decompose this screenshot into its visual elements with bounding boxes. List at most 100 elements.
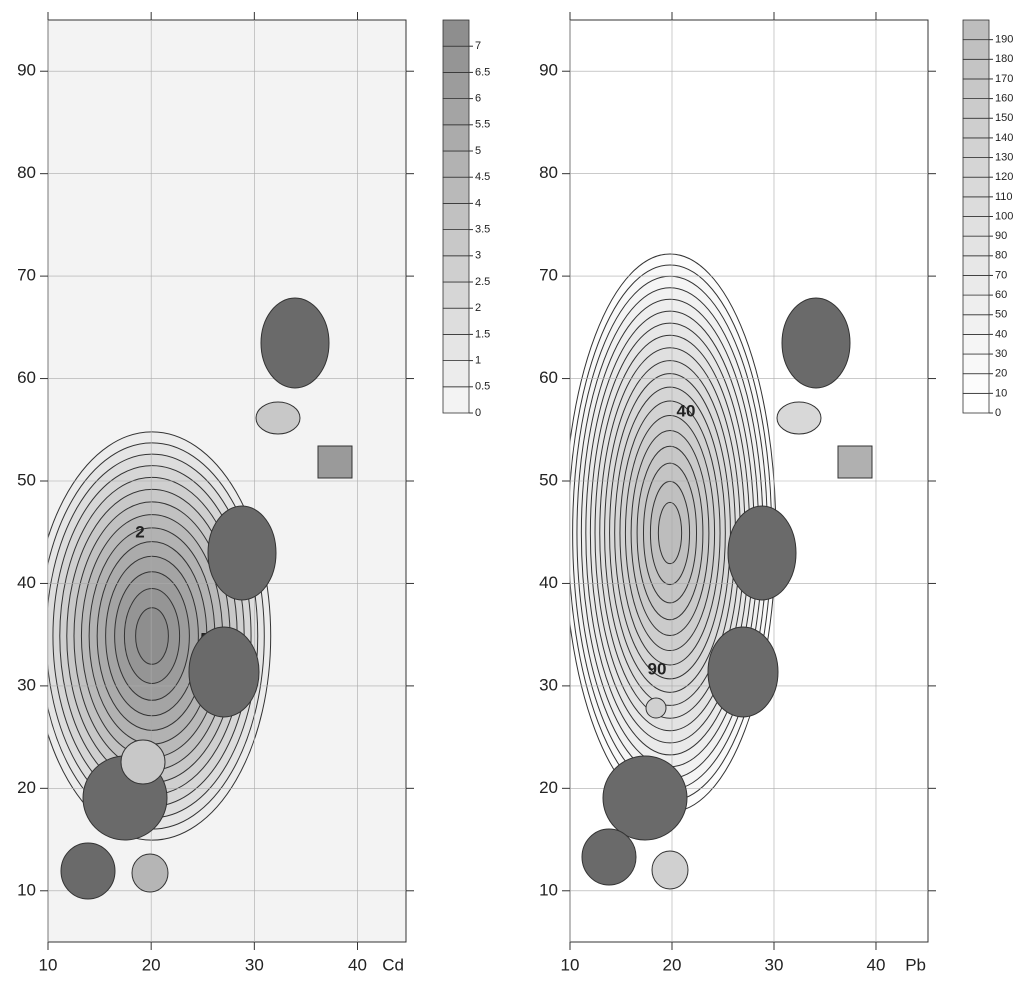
site xyxy=(188,626,260,718)
colorbar-label: 110 xyxy=(995,191,1013,203)
contour-line xyxy=(135,607,169,665)
sites xyxy=(60,297,873,900)
colorbar-box xyxy=(442,202,470,230)
colorbar-label: 7 xyxy=(475,40,481,52)
y-tick-label: 40 xyxy=(539,573,558,592)
colorbar-box xyxy=(962,78,990,99)
site xyxy=(260,297,330,389)
site xyxy=(651,850,689,890)
colorbar-box xyxy=(442,307,470,335)
x-axis-label: Cd xyxy=(382,955,404,974)
colorbar-box xyxy=(962,58,990,80)
colorbar-label: 0.5 xyxy=(475,381,490,393)
y-tick-label: 80 xyxy=(539,163,558,182)
colorbar-box xyxy=(442,281,470,309)
y-tick-label: 80 xyxy=(17,163,36,182)
colorbar-label: 40 xyxy=(995,328,1007,340)
y-tick-label: 60 xyxy=(539,368,558,387)
y-tick-label: 20 xyxy=(17,778,36,797)
colorbar: 0 10 20 30 40 50 60 70 80 90 100 110 120 130 140 150 160… xyxy=(962,19,1013,419)
y-tick-label: 60 xyxy=(17,368,36,387)
y-tick-label: 70 xyxy=(17,266,36,285)
contour-line xyxy=(657,501,683,565)
x-tick-label: 30 xyxy=(245,955,264,974)
site xyxy=(707,626,779,718)
colorbar-label: 6 xyxy=(475,93,481,105)
colorbar-label: 70 xyxy=(995,269,1007,281)
site xyxy=(317,445,353,479)
colorbar-box xyxy=(442,19,470,47)
colorbar-box xyxy=(442,333,470,361)
site xyxy=(776,401,822,435)
colorbar-box xyxy=(442,176,470,204)
x-tick-label: 10 xyxy=(561,955,580,974)
colorbar-label: 140 xyxy=(995,132,1013,144)
y-tick-label: 10 xyxy=(17,880,36,899)
colorbar-box xyxy=(962,196,990,217)
colorbar-box xyxy=(962,137,990,158)
colorbar-box xyxy=(442,360,470,388)
site xyxy=(581,828,637,886)
colorbar-box xyxy=(962,235,990,257)
colorbar-label: 160 xyxy=(995,93,1013,105)
colorbar-label: 1 xyxy=(475,355,481,367)
colorbar-label: 90 xyxy=(995,230,1007,242)
colorbar-label: 3.5 xyxy=(475,224,490,236)
y-tick-label: 70 xyxy=(539,266,558,285)
site xyxy=(645,697,667,719)
colorbar-label: 30 xyxy=(995,348,1007,360)
colorbar-label: 0 xyxy=(475,407,481,419)
cd-map: 10203040102030405060708090Cd2500.511.522… xyxy=(17,12,490,974)
colorbar-label: 50 xyxy=(995,309,1007,321)
y-tick-label: 50 xyxy=(17,470,36,489)
colorbar-box xyxy=(962,294,990,316)
site xyxy=(602,755,688,841)
x-tick-label: 20 xyxy=(663,955,682,974)
colorbar-label: 4.5 xyxy=(475,171,490,183)
colorbar-label: 2.5 xyxy=(475,276,490,288)
contour-label: 40 xyxy=(677,401,696,420)
site xyxy=(255,401,301,435)
colorbar-label: 100 xyxy=(995,210,1013,222)
colorbar-box xyxy=(962,255,990,276)
colorbar-box xyxy=(442,72,470,100)
colorbar-box xyxy=(962,157,990,178)
colorbar-label: 2 xyxy=(475,302,481,314)
site xyxy=(131,853,169,893)
colorbar-label: 5.5 xyxy=(475,119,490,131)
colorbar-box xyxy=(962,275,990,296)
colorbar-box xyxy=(962,19,990,41)
x-tick-label: 10 xyxy=(39,955,58,974)
colorbar-box xyxy=(962,117,990,139)
y-tick-label: 20 xyxy=(539,778,558,797)
colorbar-label: 3 xyxy=(475,250,481,262)
y-tick-label: 30 xyxy=(17,675,36,694)
colorbar-box xyxy=(962,176,990,198)
x-tick-label: 30 xyxy=(765,955,784,974)
colorbar-label: 80 xyxy=(995,250,1007,262)
colorbar-label: 4 xyxy=(475,197,481,209)
colorbar-box xyxy=(962,98,990,119)
x-tick-label: 20 xyxy=(142,955,161,974)
colorbar-label: 6.5 xyxy=(475,66,490,78)
colorbar-box xyxy=(962,333,990,355)
colorbar-box xyxy=(442,229,470,257)
colorbar-box xyxy=(962,39,990,60)
colorbar-box xyxy=(442,45,470,73)
colorbar-label: 10 xyxy=(995,387,1007,399)
colorbar-label: 1.5 xyxy=(475,328,490,340)
colorbar-label: 130 xyxy=(995,151,1013,163)
x-axis-label: Pb xyxy=(905,955,926,974)
colorbar-box xyxy=(962,314,990,335)
contour-label: 90 xyxy=(648,659,667,678)
colorbar-label: 0 xyxy=(995,407,1001,419)
y-tick-label: 40 xyxy=(17,573,36,592)
site xyxy=(727,505,797,601)
y-tick-label: 90 xyxy=(17,61,36,80)
colorbar-label: 60 xyxy=(995,289,1007,301)
colorbar-label: 190 xyxy=(995,34,1013,46)
y-tick-label: 30 xyxy=(539,675,558,694)
colorbar-box xyxy=(442,255,470,283)
site xyxy=(60,842,116,900)
site xyxy=(781,297,851,389)
